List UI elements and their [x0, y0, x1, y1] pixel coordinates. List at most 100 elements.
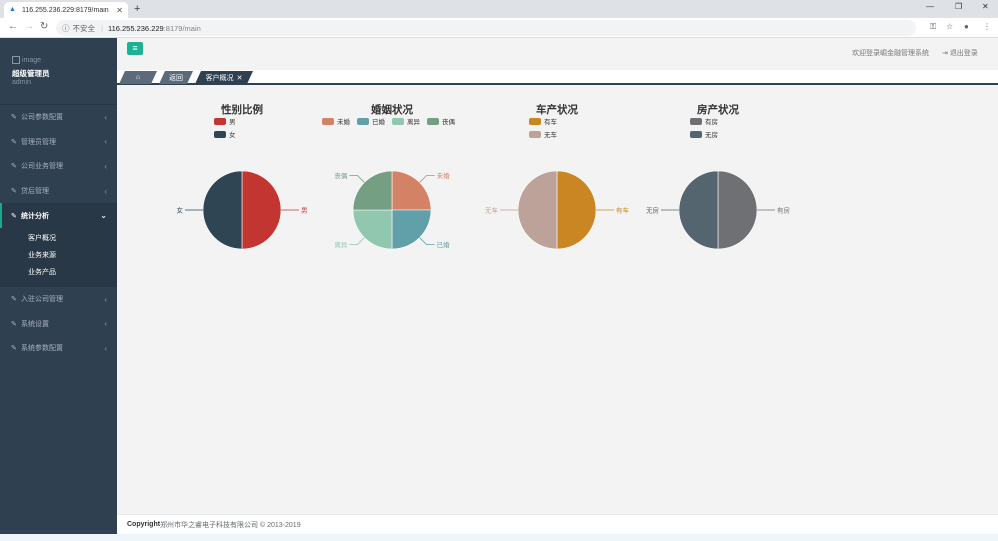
chart-house: 房产状况 有房 无房 有房 无房 — [633, 85, 803, 277]
edit-icon: ✎ — [11, 296, 17, 304]
tab-customer-overview[interactable]: 客户概况 ✕ — [195, 71, 253, 84]
chevron-left-icon: ‹ — [104, 186, 107, 196]
legend-swatch — [214, 118, 226, 125]
sidebar-item-label: 公司业务管理 — [21, 163, 63, 171]
pie-slice — [241, 170, 282, 250]
chevron-left-icon: ‹ — [104, 294, 107, 304]
sidebar-item-company-params[interactable]: ✎ 公司参数配置 ‹ — [0, 105, 117, 130]
menu-kebab-icon[interactable]: ⋮ — [983, 22, 991, 31]
edit-icon: ✎ — [11, 188, 17, 196]
home-tab-button[interactable]: ⌂ — [119, 71, 157, 84]
sidebar-item-system-settings[interactable]: ✎ 系统设置 ‹ — [0, 312, 117, 337]
warning-triangle-icon: ▲ — [9, 6, 16, 13]
sidebar-item-label: 入驻公司管理 — [21, 296, 63, 304]
chevron-left-icon: ‹ — [104, 161, 107, 171]
legend-swatch — [392, 118, 404, 125]
edit-icon: ✎ — [11, 345, 17, 353]
submenu-item-business-source[interactable]: 业务来源 — [28, 252, 56, 260]
label-line — [419, 237, 435, 246]
star-icon[interactable]: ☆ — [946, 22, 954, 31]
chevron-left-icon: ‹ — [104, 319, 107, 329]
chart-gender: 性别比例男女男女 — [157, 85, 327, 277]
tab-label: 客户概况 — [205, 74, 234, 82]
legend-label: 有车 — [544, 117, 558, 126]
sidebar-item-resident-companies[interactable]: ✎ 入驻公司管理 ‹ — [0, 287, 117, 312]
page-tabs-bar: ⌂ 返回 客户概况 ✕ — [117, 70, 998, 85]
back-tab-button[interactable]: 返回 — [159, 71, 193, 84]
sidebar-item-post-loan[interactable]: ✎ 贷后管理 ‹ — [0, 179, 117, 204]
pie-slice — [517, 170, 558, 250]
url-divider: | — [101, 23, 103, 33]
window-close-icon[interactable]: ✕ — [982, 2, 989, 11]
home-icon: ⌂ — [135, 74, 141, 81]
legend-swatch — [690, 131, 702, 138]
avatar: image — [12, 56, 41, 64]
slice-label: 未婚 — [437, 171, 451, 180]
sidebar-item-system-params[interactable]: ✎ 系统参数配置 ‹ — [0, 336, 117, 361]
legend-swatch — [357, 118, 369, 125]
slice-label: 丧偶 — [334, 171, 348, 180]
back-tab-label: 返回 — [169, 74, 183, 82]
sidebar: image 超级管理员 admin ✎ 公司参数配置 ‹ ✎ 管理员管理 ‹ ✎… — [0, 38, 117, 541]
slice-label: 有车 — [616, 206, 630, 215]
sidebar-item-company-business[interactable]: ✎ 公司业务管理 ‹ — [0, 154, 117, 179]
pie-slice — [717, 170, 758, 250]
minimize-icon[interactable]: — — [926, 2, 934, 11]
submenu-item-business-product[interactable]: 业务产品 — [28, 269, 56, 277]
reload-icon[interactable]: ↻ — [40, 21, 49, 32]
welcome-text: 欢迎登录崛金融管理系统 — [852, 50, 929, 57]
user-name[interactable]: 超级管理员 — [12, 69, 50, 78]
forward-icon[interactable]: → — [24, 21, 34, 32]
submenu-item-customer-overview[interactable]: 客户概况 — [28, 235, 56, 243]
url-path: :8179/main — [163, 23, 201, 33]
browser-tab[interactable]: ▲ 116.255.236.229:8179/main ✕ — [4, 2, 128, 18]
chart-title: 性别比例 — [221, 103, 263, 116]
edit-icon: ✎ — [11, 138, 17, 146]
sidebar-item-label: 系统设置 — [21, 320, 49, 328]
statistics-submenu: 客户概况 业务来源 业务产品 — [0, 227, 117, 287]
profile-icon[interactable]: ● — [964, 22, 969, 31]
chart-title: 车产状况 — [536, 103, 578, 116]
logout-link[interactable]: ⇥ 退出登录 — [942, 48, 978, 58]
copyright-text: 郑州市华之睿电子科技有限公司 © 2013-2019 — [160, 521, 301, 529]
edit-icon: ✎ — [11, 114, 17, 122]
back-icon[interactable]: ← — [8, 21, 18, 32]
key-icon[interactable]: ⚿ — [930, 22, 937, 31]
close-icon[interactable]: ✕ — [236, 74, 243, 82]
sidebar-item-label: 管理员管理 — [21, 138, 56, 146]
close-icon[interactable]: ✕ — [116, 5, 123, 15]
sign-out-icon: ⇥ — [942, 50, 950, 57]
sidebar-item-admin-management[interactable]: ✎ 管理员管理 ‹ — [0, 130, 117, 155]
logout-label: 退出登录 — [949, 50, 978, 57]
new-tab-button[interactable]: + — [134, 3, 141, 15]
url-field[interactable]: ⓘ 不安全 | 116.255.236.229 :8179/main — [56, 20, 916, 36]
restore-icon[interactable]: ❐ — [955, 2, 963, 11]
slice-label: 男 — [301, 207, 308, 215]
slice-label: 离异 — [334, 240, 348, 249]
browser-tab-title: 116.255.236.229:8179/main — [22, 6, 109, 14]
hamburger-menu-button[interactable]: ≡ — [127, 42, 143, 55]
avatar-alt-text: image — [22, 56, 42, 64]
chevron-left-icon: ‹ — [104, 343, 107, 353]
edit-icon: ✎ — [11, 163, 17, 171]
sidebar-item-statistics[interactable]: ✎ 统计分析 ⌄ — [0, 203, 117, 228]
legend-label: 无车 — [544, 130, 558, 139]
address-bar: ← → ↻ ⓘ 不安全 | 116.255.236.229 :8179/main… — [0, 18, 998, 38]
pie-slice — [202, 170, 243, 250]
sidebar-item-label: 统计分析 — [21, 212, 49, 220]
legend-label: 男 — [229, 118, 236, 126]
legend-label: 有房 — [705, 117, 718, 126]
chart-marital: 婚姻状况 未婚 已婚 离异 丧偶 未婚 已婚 离异 丧偶 — [297, 85, 487, 277]
url-host: 116.255.236.229 — [107, 23, 164, 33]
legend-swatch — [529, 118, 541, 125]
copyright-label: Copyright — [127, 521, 161, 528]
slice-label: 无车 — [485, 206, 499, 215]
legend-label: 未婚 — [337, 117, 351, 126]
edit-icon: ✎ — [11, 212, 17, 220]
legend-swatch — [427, 118, 439, 125]
label-line — [349, 174, 365, 183]
